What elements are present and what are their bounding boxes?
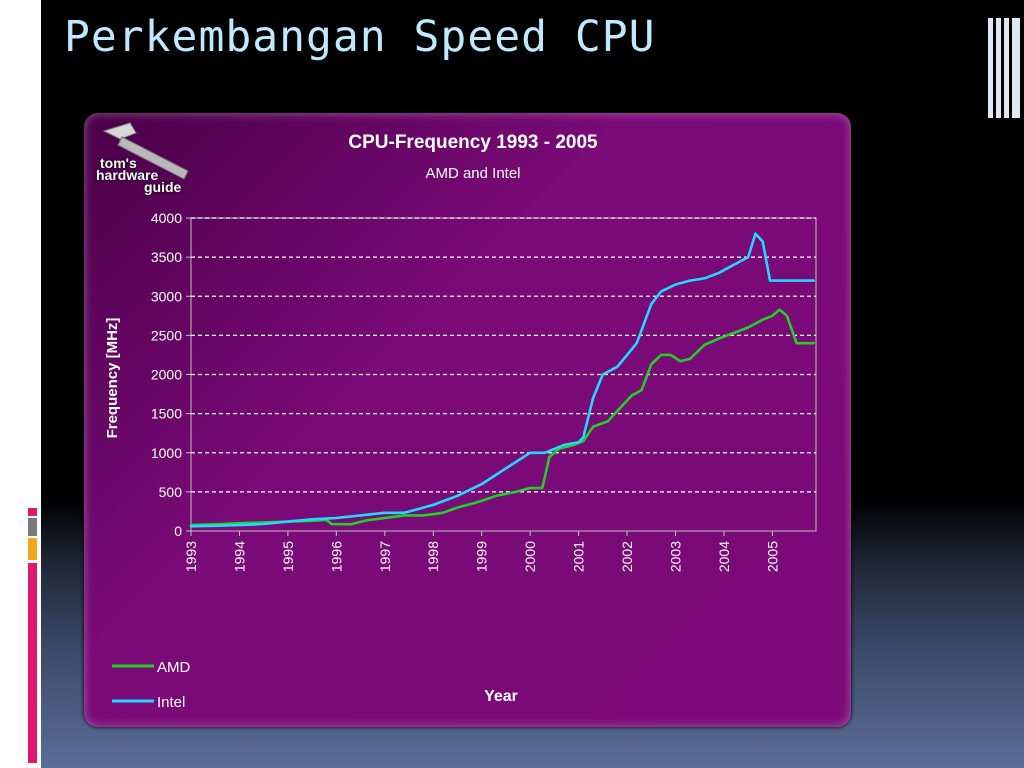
x-axis-ticks: 1993 1994 1995 1996 1997 1998 1999 2000 2001 2002…: [183, 531, 780, 572]
series-line-amd: [189, 308, 815, 527]
x-tick-label: 1995: [280, 541, 296, 572]
chart-subtitle: AMD and Intel: [425, 165, 520, 182]
y-axis-ticks: 0 500 1000 1500 2000 2500 3000 3500 4000: [151, 210, 191, 539]
x-tick-label: 1996: [328, 541, 344, 572]
logo-text-1: tom's: [100, 155, 137, 171]
x-tick-label: 2001: [571, 541, 587, 572]
x-tick-label: 2003: [667, 541, 683, 572]
x-tick-label: 1997: [377, 541, 393, 572]
x-tick-label: 1993: [183, 541, 199, 572]
x-tick-label: 1999: [474, 541, 490, 572]
accent-bar-orange: [28, 538, 37, 560]
series-lines: [189, 232, 815, 528]
hammer-icon: [102, 122, 189, 180]
y-tick-label: 3500: [151, 249, 182, 265]
title-decoration: [988, 18, 1020, 118]
y-tick-label: 3000: [151, 288, 182, 304]
x-tick-label: 2004: [716, 541, 732, 572]
y-tick-label: 1500: [151, 406, 182, 422]
series-line-intel: [189, 232, 815, 528]
x-tick-label: 2002: [619, 541, 635, 572]
y-axis-label: Frequency [MHz]: [104, 318, 121, 439]
y-tick-label: 4000: [151, 210, 182, 226]
chart-frame: tom's hardware guide CPU-Frequency 1993 …: [84, 113, 851, 727]
x-tick-label: 2005: [764, 541, 780, 572]
slide-title: Perkembangan Speed CPU: [64, 12, 656, 62]
x-axis-label: Year: [484, 688, 518, 705]
chart-title: CPU-Frequency 1993 - 2005: [348, 132, 598, 153]
y-tick-label: 500: [159, 484, 183, 500]
y-tick-label: 0: [174, 523, 182, 539]
legend-label-intel: Intel: [157, 694, 185, 711]
y-tick-label: 2500: [151, 327, 182, 343]
logo-text-2: hardware: [96, 167, 159, 183]
grid-lines: [191, 217, 816, 493]
y-tick-label: 2000: [151, 367, 182, 383]
frequency-chart: CPU-Frequency 1993 - 2005 AMD and Intel …: [104, 132, 817, 711]
legend-label-amd: AMD: [157, 659, 191, 676]
toms-hardware-logo: tom's hardware guide: [90, 117, 200, 207]
logo-text-3: guide: [144, 179, 182, 195]
legend: AMD Intel: [112, 659, 191, 711]
accent-bar-gray: [28, 518, 37, 536]
x-tick-label: 1994: [231, 541, 247, 572]
accent-bar-pink-2: [28, 563, 37, 763]
accent-bar-pink-1: [28, 508, 37, 516]
x-tick-label: 2000: [522, 541, 538, 572]
y-tick-label: 1000: [151, 445, 182, 461]
x-tick-label: 1998: [425, 541, 441, 572]
